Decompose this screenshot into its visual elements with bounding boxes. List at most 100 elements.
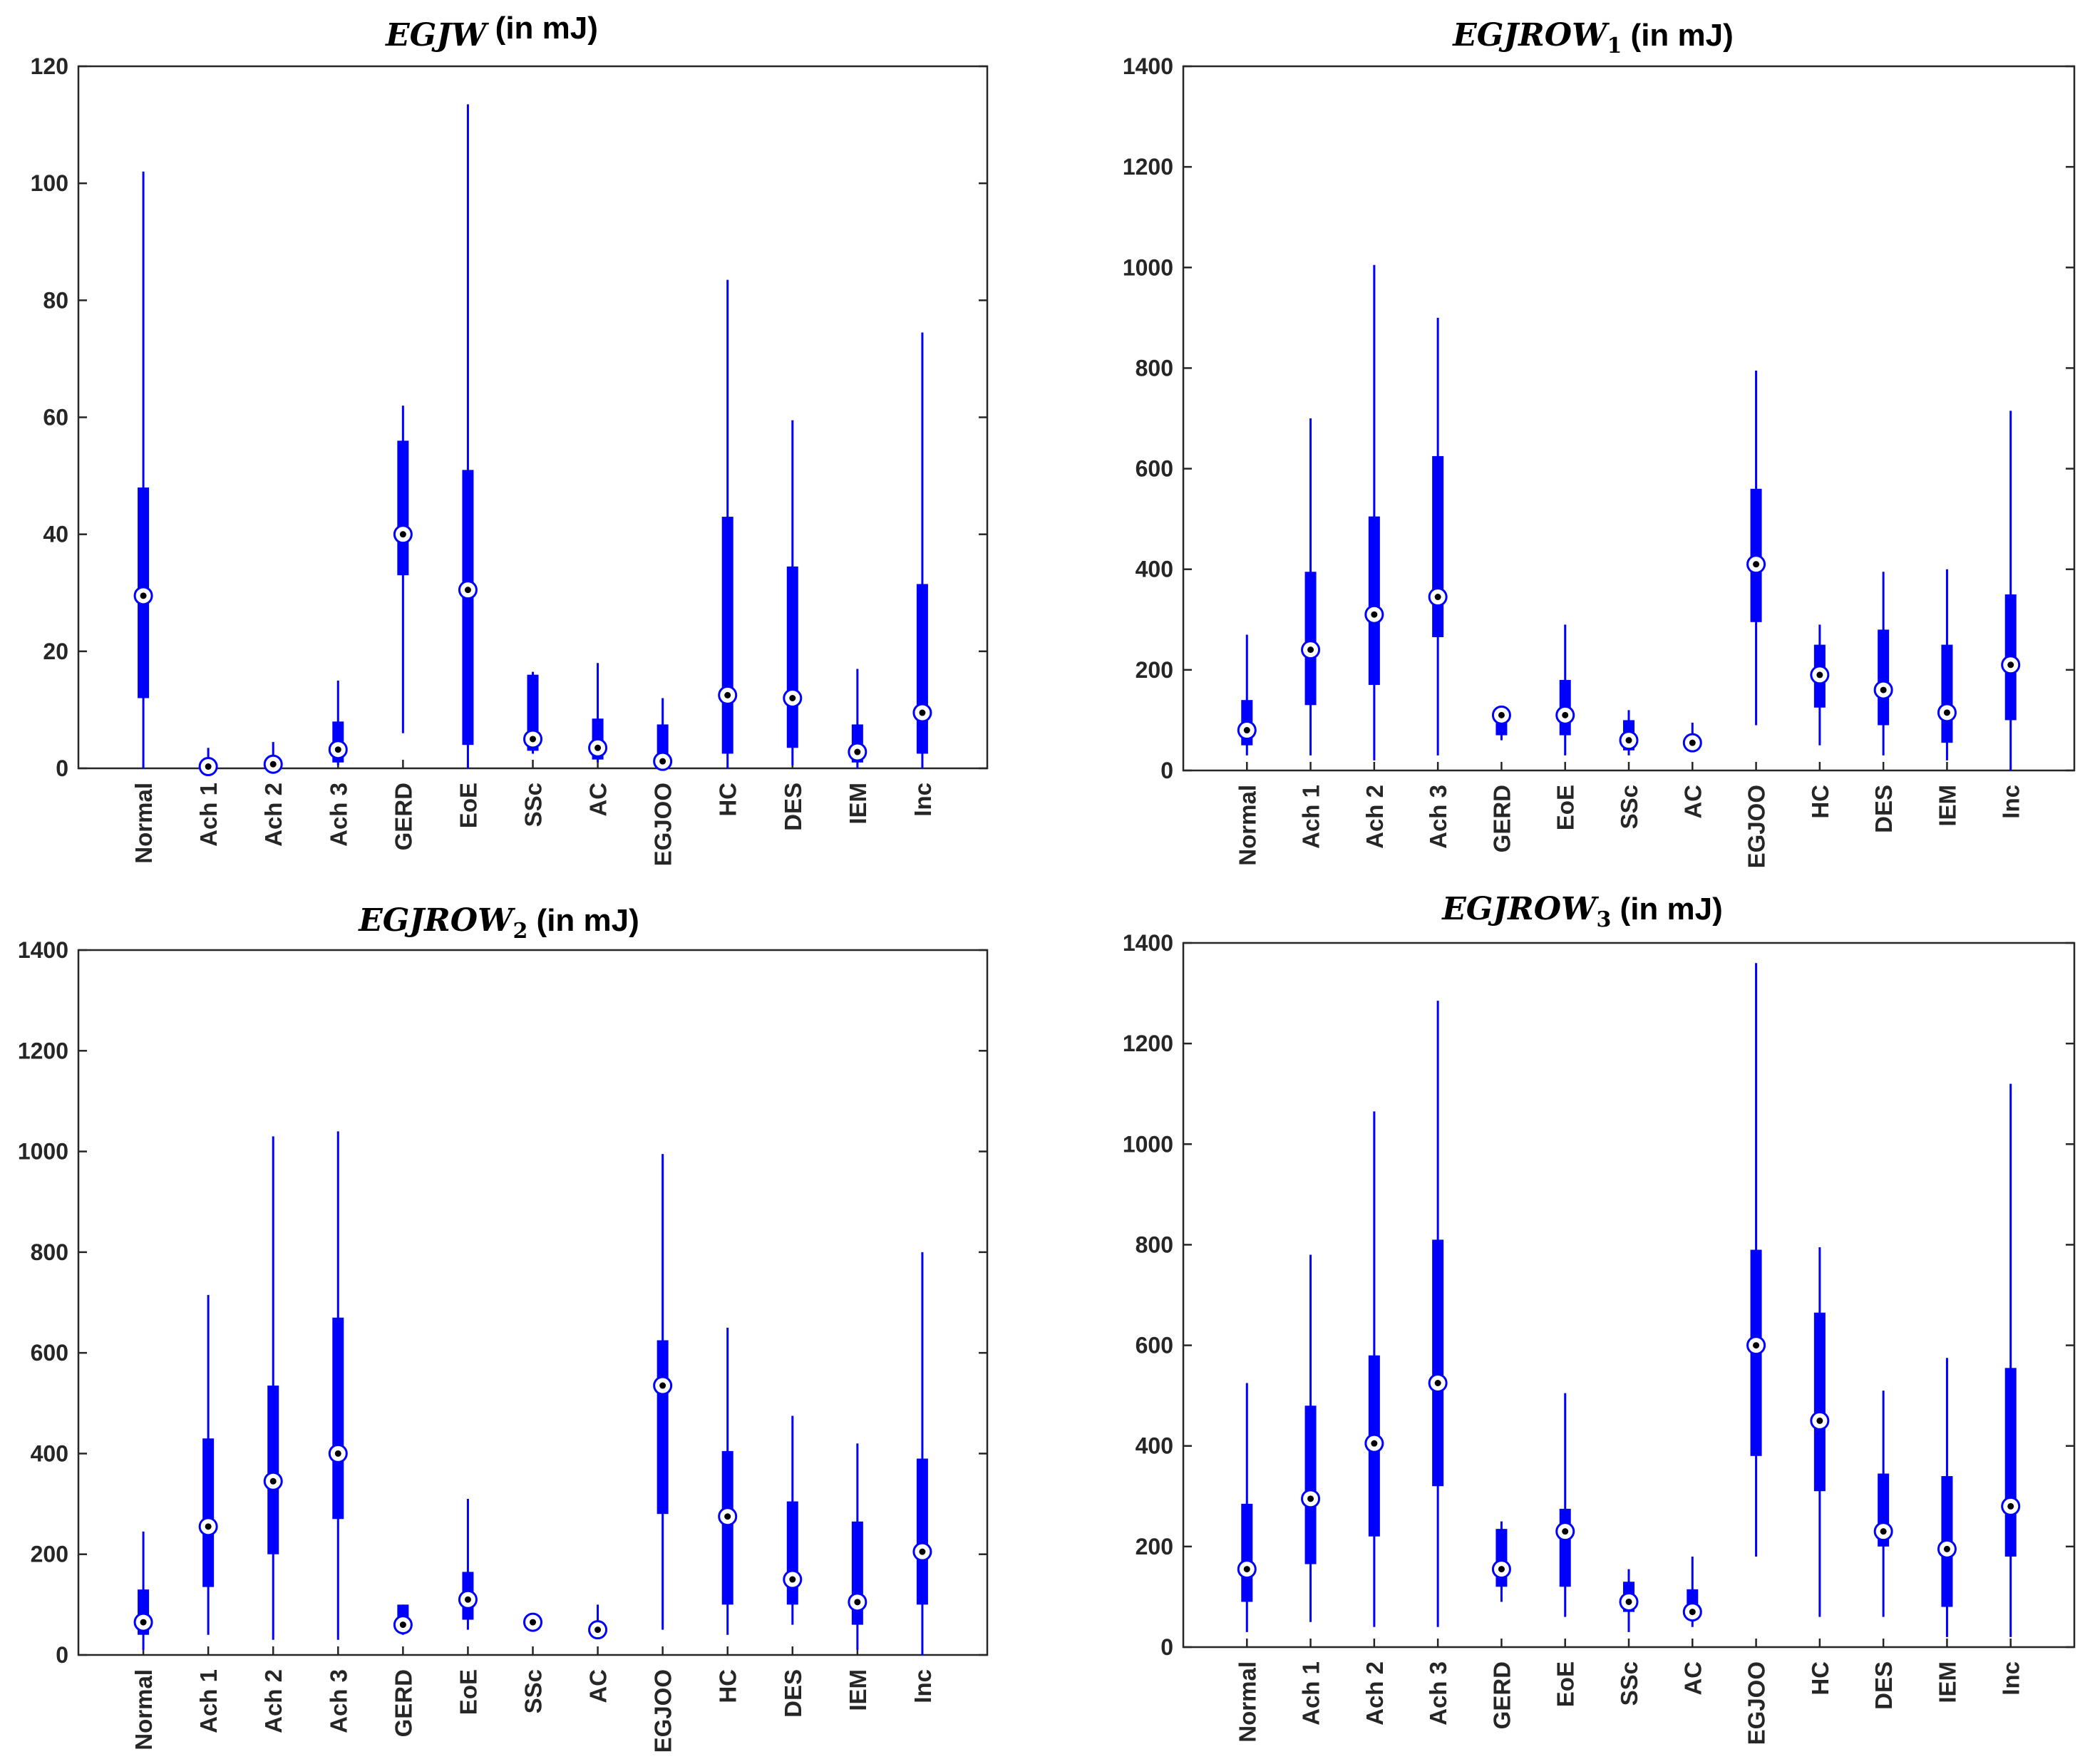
y-tick-label: 1400	[1123, 53, 1173, 79]
median-dot	[464, 1596, 471, 1603]
median-dot	[1434, 1380, 1441, 1386]
box-iqr	[721, 1450, 733, 1605]
x-category-label: EoE	[455, 783, 481, 828]
x-category-label: IEM	[1934, 785, 1960, 827]
x-category-label: Inc	[1998, 1661, 2024, 1696]
box-iqr	[202, 1438, 215, 1587]
median-dot	[724, 1513, 731, 1520]
x-category-label: SSc	[1616, 1661, 1642, 1706]
x-category-label: SSc	[1616, 785, 1642, 829]
median-dot	[269, 1477, 277, 1485]
x-category-label: DES	[780, 783, 806, 831]
median-dot	[1498, 1566, 1505, 1573]
box-iqr	[1559, 1508, 1571, 1587]
y-tick-label: 20	[43, 639, 68, 664]
panel-title: EGJROW1 (in mJ)	[1451, 17, 1734, 58]
median-dot	[854, 1599, 861, 1606]
median-dot	[1816, 671, 1823, 679]
x-category-label: EGJOO	[1744, 785, 1770, 868]
y-tick-label: 400	[1136, 1433, 1173, 1459]
x-category-label: AC	[585, 1669, 612, 1703]
y-tick-label: 800	[1136, 1232, 1173, 1257]
x-category-label: Ach 2	[1361, 1661, 1388, 1726]
median-dot	[594, 744, 602, 751]
y-tick-label: 80	[43, 287, 68, 313]
median-dot	[1753, 561, 1760, 568]
box-iqr	[1878, 629, 1890, 726]
y-tick-label: 1400	[18, 937, 68, 963]
x-category-label: GERD	[1488, 1661, 1515, 1729]
y-tick-label: 1200	[1123, 1031, 1173, 1056]
x-category-label: GERD	[390, 1669, 416, 1737]
median-dot	[789, 1576, 796, 1583]
median-dot	[334, 746, 341, 753]
median-dot	[1562, 1528, 1569, 1535]
x-category-label: EGJOO	[1744, 1661, 1770, 1745]
median-dot	[399, 1621, 406, 1629]
plot-area: 0 200 400 600 800 1000 1200 1400 Normal Ach 1 Ach …	[1123, 930, 2076, 1745]
median-dot	[464, 587, 471, 594]
panel-egjw: EGJW (in mJ) 0 20 40 60 80 100 120 Normal Ach 1 A…	[31, 11, 989, 866]
y-tick-label: 600	[31, 1340, 68, 1366]
median-dot	[205, 1523, 212, 1530]
median-dot	[1434, 594, 1441, 601]
y-tick-label: 40	[43, 522, 68, 547]
x-category-label: Normal	[130, 1669, 157, 1750]
median-dot	[2007, 661, 2014, 669]
y-tick-label: 0	[56, 755, 68, 781]
x-category-label: Inc	[910, 1669, 936, 1703]
x-category-label: AC	[1679, 785, 1706, 819]
x-category-label: EoE	[1553, 785, 1579, 830]
median-dot	[1943, 709, 1950, 716]
y-tick-label: 200	[1136, 1534, 1173, 1559]
box-iqr	[1241, 1503, 1253, 1602]
y-tick-label: 1000	[1123, 254, 1173, 280]
x-category-label: Normal	[1234, 785, 1260, 866]
median-dot	[1243, 727, 1250, 734]
median-dot	[1307, 1495, 1314, 1502]
y-tick-label: 800	[1136, 355, 1173, 381]
median-dot	[1689, 739, 1696, 746]
y-tick-label: 200	[1136, 657, 1173, 683]
y-tick-label: 120	[31, 53, 68, 79]
median-dot	[1371, 1440, 1378, 1447]
y-tick-label: 1000	[1123, 1131, 1173, 1157]
box-iqr	[916, 584, 928, 754]
median-dot	[205, 763, 212, 770]
box-iqr	[1368, 516, 1380, 686]
x-category-label: EoE	[1553, 1661, 1579, 1707]
y-tick-label: 100	[31, 170, 68, 196]
x-category-label: Inc	[910, 783, 936, 817]
x-category-label: EGJOO	[650, 783, 676, 866]
box-iqr	[1941, 644, 1953, 743]
box-iqr	[786, 566, 798, 748]
box-iqr	[721, 517, 733, 754]
x-category-label: GERD	[1488, 785, 1515, 852]
box-iqr	[1432, 1239, 1444, 1487]
box-iqr	[1304, 1405, 1317, 1564]
panel-title: EGJROW3 (in mJ)	[1441, 891, 1723, 932]
x-category-label: Ach 2	[260, 1669, 287, 1733]
median-dot	[1625, 737, 1632, 744]
x-category-label: Ach 1	[195, 783, 222, 847]
box-iqr	[462, 470, 474, 746]
x-category-label: AC	[1679, 1661, 1706, 1696]
median-dot	[789, 695, 796, 701]
y-tick-label: 0	[1160, 758, 1173, 783]
median-dot	[724, 691, 731, 698]
box-iqr	[786, 1501, 798, 1605]
x-category-label: Ach 2	[260, 783, 287, 847]
x-category-label: DES	[1870, 785, 1897, 833]
plot-area: 0 200 400 600 800 1000 1200 1400 Normal Ach 1 Ach …	[18, 937, 989, 1753]
y-tick-label: 200	[31, 1542, 68, 1567]
x-category-label: Ach 2	[1361, 785, 1388, 849]
median-dot	[2007, 1502, 2014, 1510]
median-dot	[1243, 1566, 1250, 1573]
x-category-label: HC	[715, 783, 741, 817]
median-dot	[1625, 1598, 1632, 1605]
y-tick-label: 1200	[18, 1038, 68, 1063]
median-dot	[1562, 711, 1569, 718]
median-dot	[1816, 1417, 1823, 1424]
median-dot	[1753, 1342, 1760, 1349]
